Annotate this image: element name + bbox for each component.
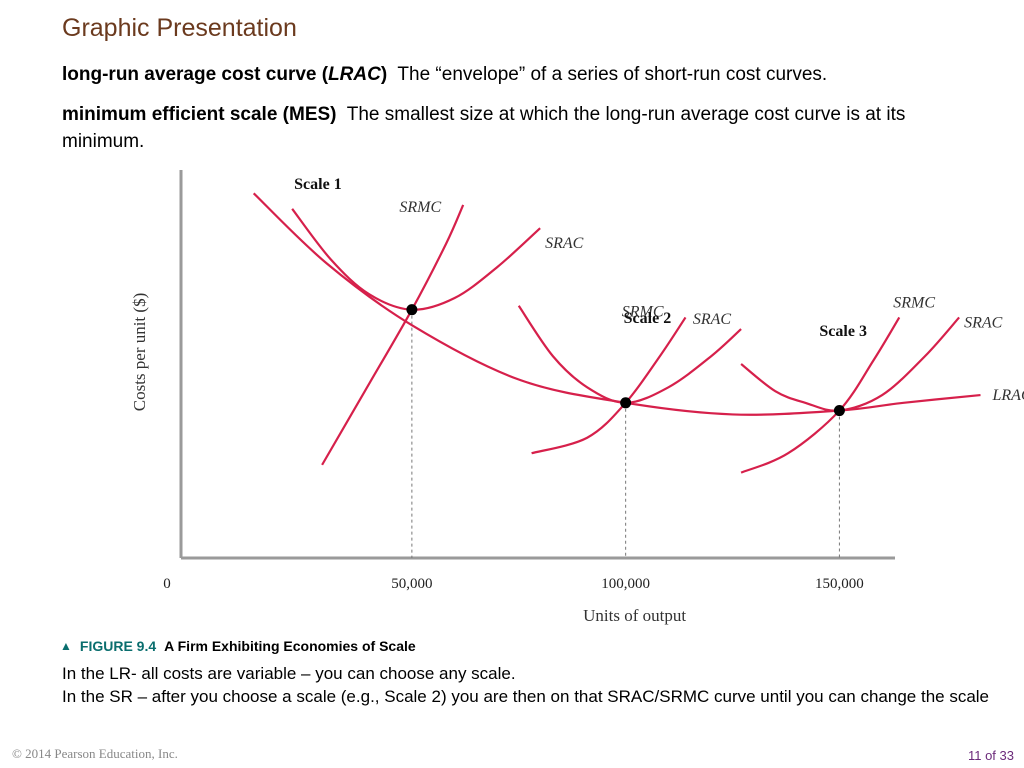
y-axis-title: Costs per unit ($) <box>130 293 149 412</box>
srac-label: SRAC <box>964 314 1003 331</box>
minimum-point <box>620 397 632 409</box>
definition-lrac: long-run average cost curve (LRAC) The “… <box>62 61 1002 88</box>
chart-axes <box>179 170 895 560</box>
lrac-label: LRAC <box>992 387 1024 404</box>
srac-label: SRAC <box>693 311 732 328</box>
chart-svg: 0 50,000 100,000 150,000 Units of output Cost… <box>130 170 1024 625</box>
page-number: 11 of 33 <box>967 748 1014 763</box>
note-line: In the LR- all costs are variable – you … <box>62 664 516 683</box>
definition-term: minimum efficient scale (MES) <box>62 104 337 125</box>
srmc-curve <box>740 316 901 474</box>
x-axis-title: Units of output <box>583 606 686 625</box>
definition-text: The smallest size at which the long-run … <box>62 104 906 152</box>
figure-title: A Firm Exhibiting Economies of Scale <box>164 638 416 654</box>
minimum-point <box>833 405 845 417</box>
notes: In the LR- all costs are variable – you … <box>62 662 1002 708</box>
definition-term: long-run average cost curve (LRAC) <box>62 64 388 85</box>
figure-number: FIGURE 9.4 <box>79 638 157 654</box>
figure-caption: ▲ FIGURE 9.4 A Firm Exhibiting Economies… <box>60 638 416 654</box>
cost-curves-chart: 0 50,000 100,000 150,000 Units of output Cost… <box>130 170 1024 625</box>
scale-label: Scale 1 <box>294 176 342 193</box>
minimum-point <box>406 304 418 316</box>
srmc-label: SRMC <box>893 294 935 311</box>
origin-label: 0 <box>163 576 171 592</box>
triangle-icon: ▲ <box>60 639 72 653</box>
slide-title: Graphic Presentation <box>62 14 297 42</box>
copyright: © 2014 Pearson Education, Inc. <box>12 746 178 761</box>
chart-curves <box>252 192 981 474</box>
definition-mes: minimum efficient scale (MES) The smalle… <box>62 101 962 155</box>
srmc-label: SRMC <box>622 303 664 320</box>
srmc-curve <box>321 204 465 466</box>
chart-guides <box>411 309 840 558</box>
x-tick-label: 50,000 <box>391 576 432 592</box>
srac-label: SRAC <box>545 235 584 252</box>
lrac-curve <box>252 192 981 416</box>
chart-labels: 0 50,000 100,000 150,000 Units of output Cost… <box>130 176 1024 625</box>
scale-label: Scale 3 <box>819 323 867 340</box>
note-line: In the SR – after you choose a scale (e.… <box>62 687 990 706</box>
x-tick-label: 150,000 <box>815 576 864 592</box>
srac-curve <box>291 208 541 311</box>
definition-text: The “envelope” of a series of short-run … <box>397 64 828 85</box>
x-tick-label: 100,000 <box>601 576 650 592</box>
srmc-label: SRMC <box>399 199 441 216</box>
srmc-curve <box>531 316 687 455</box>
scale-label: Scale 2 <box>624 310 672 327</box>
